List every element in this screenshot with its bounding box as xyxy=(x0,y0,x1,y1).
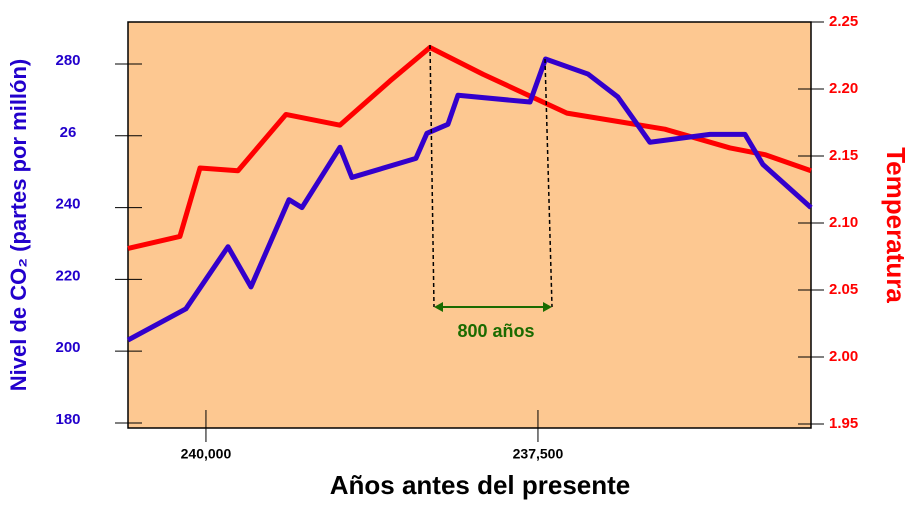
x-axis-title: Años antes del presente xyxy=(330,470,631,500)
y-tick-label: 26 xyxy=(60,124,77,141)
x-tick-label: 237,500 xyxy=(513,446,564,462)
y-axis-title: Nivel de CO₂ (partes por millón) xyxy=(6,59,31,392)
y2-tick-label: 2.25 xyxy=(829,13,858,30)
y-tick-label: 200 xyxy=(55,339,80,356)
series-line xyxy=(126,56,813,343)
dashed-line xyxy=(544,58,553,308)
plot-area xyxy=(127,21,812,429)
y2-tick-label: 2.20 xyxy=(829,80,858,97)
series-line xyxy=(127,44,812,251)
layer xyxy=(126,44,813,343)
y2-tick-label: 2.05 xyxy=(829,281,858,298)
y2-tick-label: 2.10 xyxy=(829,214,858,231)
y2-tick-label: 2.15 xyxy=(829,147,858,164)
y-tick-label: 240 xyxy=(55,196,80,213)
x-tick-label: 240,000 xyxy=(181,446,232,462)
annotation: 800 años xyxy=(457,321,534,341)
dashed-line xyxy=(429,44,435,308)
y2-tick-label: 2.00 xyxy=(829,348,858,365)
y-tick-label: 220 xyxy=(55,267,80,284)
y-tick-label: 180 xyxy=(55,411,80,428)
y2-axis-title: Temperatura xyxy=(881,147,911,303)
y-tick-label: 280 xyxy=(55,52,80,69)
y2-tick-label: 1.95 xyxy=(829,415,858,432)
